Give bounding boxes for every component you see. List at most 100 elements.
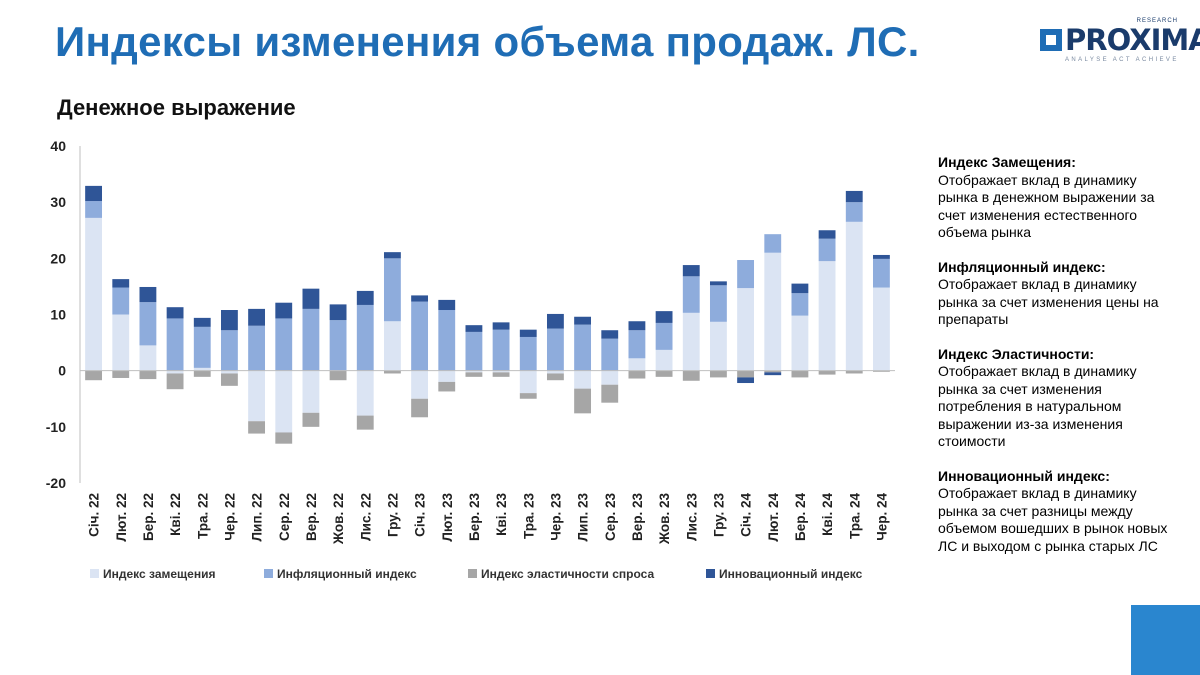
- logo-brand: PROXIMA: [1065, 23, 1200, 57]
- bar-segment: [601, 338, 619, 371]
- bar-segment: [737, 260, 755, 289]
- bar-segment: [737, 288, 755, 371]
- bar-segment: [275, 370, 293, 433]
- index-notes: Индекс Замещения: Отображает вклад в дин…: [938, 154, 1178, 572]
- bar-segment: [465, 325, 483, 332]
- note-inflation: Инфляционный индекс: Отображает вклад в …: [938, 259, 1178, 329]
- bar-segment: [872, 287, 890, 371]
- bar-segment: [519, 393, 537, 399]
- bar-segment: [112, 314, 130, 371]
- bar-segment: [655, 349, 673, 371]
- bar-segment: [845, 221, 863, 371]
- legend-label: Инновационный индекс: [719, 567, 863, 581]
- x-tick-label: Гру. 22: [385, 493, 400, 537]
- bar-segment: [220, 370, 238, 374]
- legend-label: Инфляционный индекс: [277, 567, 417, 581]
- bar-segment: [465, 331, 483, 371]
- bar-segment: [193, 370, 211, 377]
- bar-segment: [655, 311, 673, 323]
- bar-segment: [112, 279, 130, 288]
- x-tick-label: Кві. 22: [168, 493, 183, 536]
- bar-segment: [383, 370, 401, 374]
- note-body: Отображает вклад в динамику рынка в дене…: [938, 171, 1155, 241]
- bar-segment: [438, 381, 456, 392]
- note-heading: Инфляционный индекс:: [938, 258, 1106, 275]
- bar-segment: [492, 322, 510, 330]
- y-tick-label: 0: [58, 363, 66, 379]
- y-tick-label: -10: [46, 419, 66, 435]
- bar-segment: [709, 321, 727, 371]
- x-tick-label: Чер. 23: [548, 493, 563, 541]
- bar-segment: [166, 370, 184, 374]
- bar-segment: [872, 258, 890, 288]
- x-tick-label: Тра. 22: [195, 493, 210, 539]
- bar-segment: [139, 302, 157, 346]
- x-tick-label: Січ. 22: [87, 493, 102, 537]
- bar-segment: [709, 285, 727, 322]
- bar-segment: [411, 295, 429, 302]
- bar-segment: [682, 312, 700, 371]
- bar-segment: [438, 299, 456, 311]
- bar-segment: [193, 317, 211, 327]
- bar-segment: [193, 367, 211, 371]
- x-tick-label: Сер. 22: [277, 493, 292, 541]
- bar-segment: [709, 281, 727, 286]
- bar-segment: [329, 370, 347, 381]
- bar-segment: [818, 230, 836, 239]
- x-tick-label: Сер. 23: [603, 493, 618, 542]
- bar-segment: [302, 370, 320, 413]
- bar-segment: [383, 252, 401, 259]
- bar-segment: [818, 261, 836, 371]
- x-tick-label: Жов. 23: [657, 493, 672, 546]
- bar-segment: [601, 330, 619, 339]
- bar-segment: [438, 310, 456, 371]
- bar-segment: [411, 301, 429, 371]
- x-tick-label: Бер. 24: [793, 493, 808, 541]
- bar-segment: [193, 326, 211, 368]
- y-tick-label: 20: [50, 250, 66, 266]
- bar-segment: [764, 234, 782, 253]
- logo-tag-bottom: ANALYSE ACT ACHIEVE: [1065, 57, 1179, 63]
- bar-segment: [220, 330, 238, 371]
- bar-segment: [872, 254, 890, 259]
- bar-segment: [601, 370, 619, 385]
- y-tick-label: 10: [50, 307, 66, 323]
- bar-segment: [682, 276, 700, 313]
- bar-segment: [791, 370, 809, 378]
- note-replacement: Индекс Замещения: Отображает вклад в дин…: [938, 154, 1178, 242]
- legend-swatch: [468, 569, 477, 578]
- logo-tag-top: RESEARCH: [1136, 18, 1178, 24]
- bar-segment: [166, 373, 184, 390]
- bar-segment: [411, 398, 429, 418]
- x-tick-label: Лис. 23: [684, 493, 699, 541]
- y-tick-label: 40: [50, 138, 66, 154]
- x-tick-label: Лип. 22: [250, 493, 265, 541]
- bar-segment: [546, 373, 564, 381]
- legend-swatch: [264, 569, 273, 578]
- legend-label: Индекс эластичности спроса: [481, 567, 654, 581]
- x-tick-label: Кві. 23: [494, 493, 509, 536]
- bar-segment: [628, 370, 646, 379]
- bar-segment: [601, 384, 619, 403]
- bar-segment: [492, 370, 510, 373]
- bar-segment: [465, 372, 483, 377]
- bar-segment: [302, 308, 320, 371]
- note-body: Отображает вклад в динамику рынка за сче…: [938, 485, 1168, 554]
- bar-segment: [737, 377, 755, 384]
- bar-segment: [845, 202, 863, 222]
- bar-segment: [248, 370, 266, 422]
- x-tick-label: Тра. 24: [847, 493, 862, 539]
- bar-segment: [845, 370, 863, 374]
- bar-segment: [356, 370, 374, 416]
- bar-segment: [329, 304, 347, 321]
- bar-segment: [85, 201, 103, 218]
- bar-segment: [818, 370, 836, 375]
- proxima-logo: PROXIMA RESEARCH ANALYSE ACT ACHIEVE: [1040, 18, 1200, 70]
- bar-segment: [764, 372, 782, 376]
- y-tick-label: 30: [50, 194, 66, 210]
- bar-segment: [574, 370, 592, 389]
- x-tick-label: Бер. 23: [467, 493, 482, 541]
- legend-swatch: [90, 569, 99, 578]
- bar-segment: [85, 185, 103, 202]
- x-tick-label: Кві. 24: [820, 493, 835, 536]
